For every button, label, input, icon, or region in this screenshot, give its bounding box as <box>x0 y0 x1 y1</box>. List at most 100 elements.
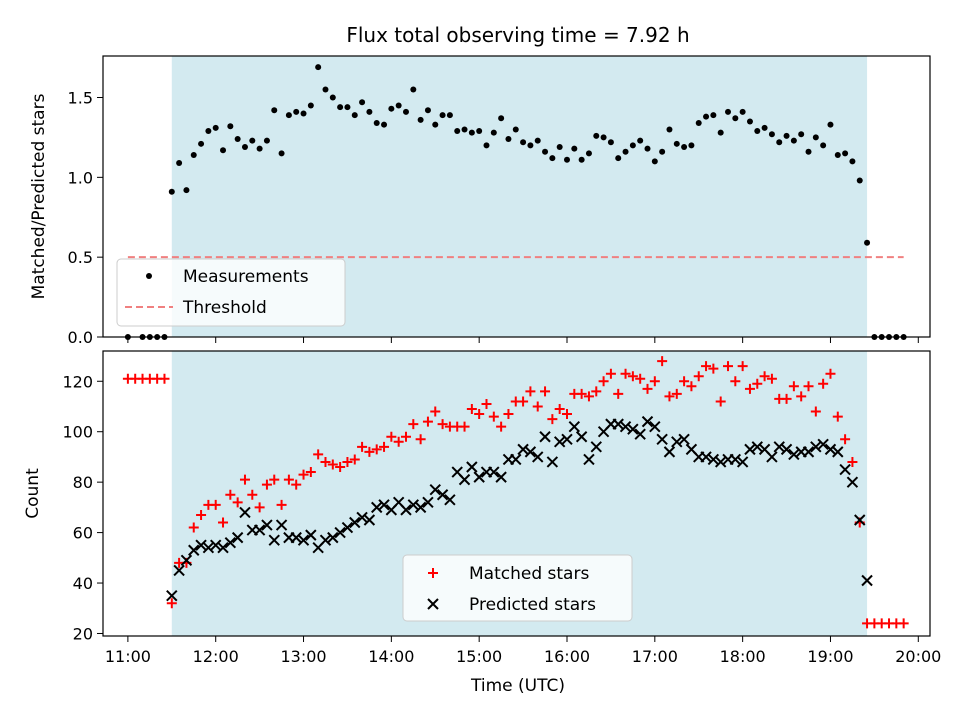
data-point <box>600 134 607 141</box>
data-point <box>458 473 471 486</box>
bottom-panel: 20 40 60 80 100 120 11:00 12:00 13:00 14:00 15:00 1… <box>23 350 941 666</box>
data-point <box>371 501 383 514</box>
data-point <box>205 128 212 135</box>
data-point <box>278 150 285 157</box>
data-point <box>688 142 695 149</box>
data-point <box>703 113 710 120</box>
data-point <box>408 419 419 430</box>
data-point <box>593 132 600 139</box>
data-point <box>481 398 492 409</box>
data-point <box>305 529 317 541</box>
data-point <box>788 381 799 392</box>
data-point <box>344 104 351 111</box>
data-point <box>466 461 478 473</box>
data-point <box>188 544 200 556</box>
data-point <box>818 378 829 389</box>
data-point <box>729 453 742 466</box>
data-point <box>766 373 777 384</box>
data-point <box>415 434 426 445</box>
data-point <box>553 436 566 448</box>
data-point <box>612 418 624 430</box>
data-point <box>847 456 858 467</box>
data-point <box>371 444 382 455</box>
data-point <box>776 139 783 146</box>
data-point <box>327 459 338 470</box>
data-point <box>417 116 424 123</box>
data-point <box>483 142 490 149</box>
data-point <box>422 496 434 509</box>
data-point <box>832 446 844 458</box>
data-point <box>620 368 631 379</box>
data-point <box>759 371 770 382</box>
data-point <box>701 361 712 372</box>
data-point <box>666 126 673 133</box>
data-point <box>231 531 244 544</box>
data-point <box>307 102 314 109</box>
data-point <box>474 409 485 420</box>
data-point <box>671 388 682 399</box>
data-point <box>864 239 871 246</box>
data-point <box>663 446 676 458</box>
data-point <box>291 479 302 490</box>
data-point <box>195 539 207 551</box>
data-point <box>686 381 697 392</box>
data-point <box>269 474 280 485</box>
data-point <box>305 467 316 478</box>
data-point <box>746 118 753 125</box>
legend-marker-predicted <box>427 598 439 610</box>
data-point <box>261 479 272 490</box>
y-tick-label: 100 <box>62 423 93 442</box>
data-point <box>714 456 727 468</box>
data-point <box>359 99 366 106</box>
data-point <box>196 509 207 520</box>
y-tick-label: 0.5 <box>68 248 93 267</box>
data-point <box>234 136 241 143</box>
data-point <box>635 373 646 384</box>
data-point <box>803 381 814 392</box>
data-point <box>679 376 690 387</box>
data-point <box>190 151 197 158</box>
data-point <box>275 519 288 531</box>
data-point <box>373 120 380 127</box>
data-point <box>725 108 732 115</box>
data-point <box>432 121 439 128</box>
data-point <box>488 411 499 422</box>
data-point <box>188 522 199 533</box>
data-point <box>476 128 483 135</box>
data-point <box>780 443 793 456</box>
data-point <box>812 134 819 141</box>
data-point <box>710 112 717 119</box>
data-point <box>351 112 358 119</box>
data-point <box>827 121 834 128</box>
data-point <box>283 474 294 485</box>
data-point <box>898 618 909 629</box>
data-point <box>641 415 654 428</box>
y-tick-label: 20 <box>73 624 93 643</box>
data-point <box>461 126 468 133</box>
data-point <box>644 145 651 152</box>
data-point <box>424 107 431 114</box>
data-point <box>527 142 534 149</box>
data-point <box>781 393 792 404</box>
data-point <box>381 121 388 128</box>
data-point <box>298 469 309 480</box>
legend-marker-matched <box>428 568 438 578</box>
data-point <box>751 441 763 453</box>
data-point <box>210 499 221 510</box>
data-point <box>276 499 287 510</box>
data-point <box>834 151 841 158</box>
data-point <box>520 139 527 146</box>
data-point <box>334 526 346 539</box>
y-tick-label: 1.5 <box>68 89 93 108</box>
data-point <box>414 501 427 514</box>
data-point <box>439 112 446 119</box>
data-point <box>708 363 719 374</box>
x-tick-label: 18:00 <box>720 647 766 666</box>
legend-box <box>116 258 346 327</box>
data-point <box>678 433 690 445</box>
top-panel: 0.0 0.5 1.0 1.5 Matched/Predicted stars Measu… <box>29 55 931 347</box>
data-point <box>715 396 726 407</box>
data-point <box>254 502 265 513</box>
legend-label-threshold: Threshold <box>182 298 267 318</box>
